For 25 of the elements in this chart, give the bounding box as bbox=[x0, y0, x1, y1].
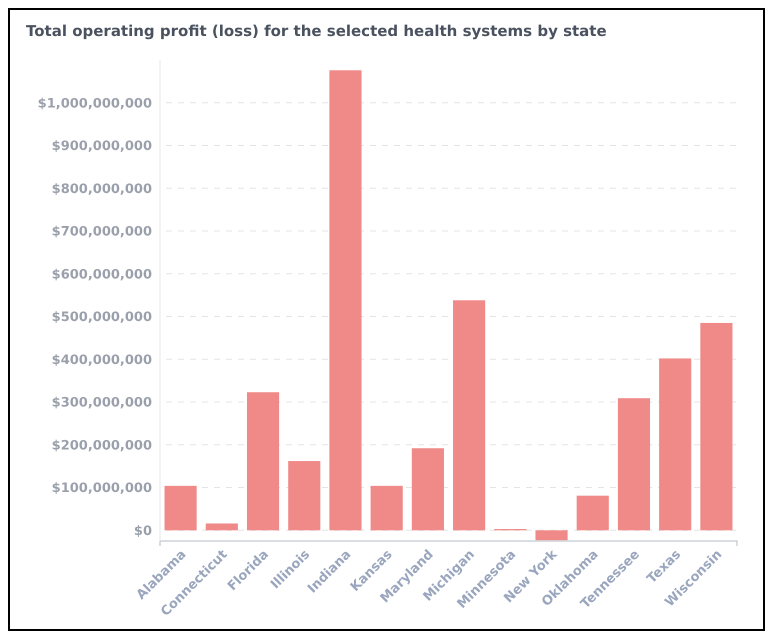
bar bbox=[576, 496, 609, 530]
bar bbox=[370, 486, 403, 530]
y-tick-label: $200,000,000 bbox=[52, 438, 152, 454]
y-tick-label: $0 bbox=[134, 524, 152, 539]
y-tick-label: $600,000,000 bbox=[52, 267, 152, 282]
y-tick-label: $500,000,000 bbox=[52, 310, 152, 326]
bar bbox=[412, 448, 444, 530]
bar bbox=[659, 358, 692, 530]
y-tick-label: $700,000,000 bbox=[52, 224, 152, 240]
y-tick-label: $100,000,000 bbox=[52, 481, 152, 496]
y-tick-label: $900,000,000 bbox=[52, 139, 152, 154]
y-tick-label: $800,000,000 bbox=[52, 182, 152, 197]
y-tick-label: $400,000,000 bbox=[52, 352, 152, 368]
bar bbox=[535, 530, 568, 540]
bar bbox=[288, 461, 320, 530]
y-tick-label: $300,000,000 bbox=[52, 396, 152, 411]
bar bbox=[206, 523, 238, 530]
bar bbox=[329, 70, 362, 530]
chart-title: Total operating profit (loss) for the selected health systems by state bbox=[26, 22, 607, 40]
bar bbox=[618, 398, 650, 530]
bar bbox=[453, 300, 486, 530]
bar bbox=[246, 392, 280, 530]
bar bbox=[164, 486, 197, 530]
bar bbox=[700, 322, 732, 530]
y-tick-label: $1,000,000,000 bbox=[38, 96, 152, 112]
